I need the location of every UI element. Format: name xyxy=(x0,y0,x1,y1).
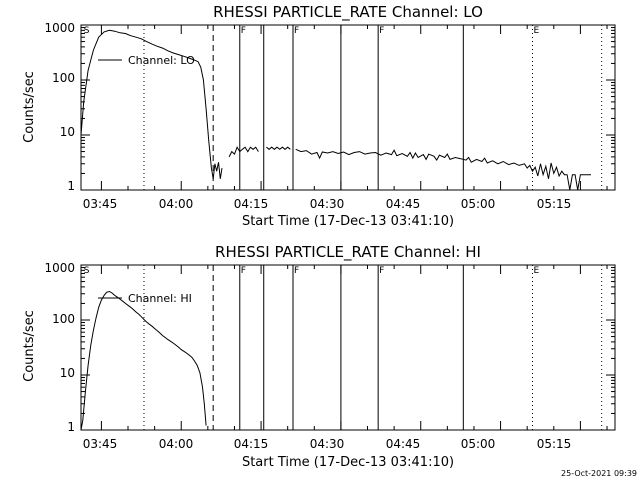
hi-series-line xyxy=(80,290,207,431)
hi-y-tick-label: 1000 xyxy=(44,261,75,275)
lo-x-tick-label: 04:00 xyxy=(159,197,194,211)
hi-y-tick-labels: 1 10 100 1000 xyxy=(44,261,75,434)
lo-x-tick-label: 03:45 xyxy=(83,197,118,211)
hi-y-tick-label: 100 xyxy=(52,312,75,326)
lo-x-tick-label: 04:45 xyxy=(386,197,421,211)
lo-event-marker-label: S xyxy=(84,26,90,36)
hi-x-tick-label: 04:15 xyxy=(234,437,269,451)
lo-y-tick-label: 10 xyxy=(60,125,75,139)
hi-y-tick-label: 1 xyxy=(67,420,75,434)
hi-x-tick-label: 03:45 xyxy=(83,437,118,451)
footer-timestamp: 25-Oct-2021 09:39 xyxy=(561,469,637,478)
hi-channel-panel: RHESSI PARTICLE_RATE Channel: HI Counts/… xyxy=(22,243,616,470)
lo-event-marker-label: F xyxy=(294,26,299,36)
lo-y-tick-label: 1000 xyxy=(44,21,75,35)
hi-event-marker-label: S xyxy=(84,266,90,276)
lo-x-tick-labels: 03:45 04:00 04:15 04:30 04:45 05:00 05:1… xyxy=(83,197,572,211)
hi-event-marker-label: F xyxy=(241,266,246,276)
hi-y-tick-label: 10 xyxy=(60,366,75,380)
hi-event-marker-label: F xyxy=(379,266,384,276)
lo-series-line xyxy=(295,148,591,191)
hi-plot-frame xyxy=(80,264,616,431)
hi-x-tick-labels: 03:45 04:00 04:15 04:30 04:45 05:00 05:1… xyxy=(83,437,572,451)
lo-legend-label: Channel: LO xyxy=(128,54,195,67)
lo-series-line xyxy=(80,29,223,179)
lo-event-marker-label: F xyxy=(379,26,384,36)
lo-x-tick-label: 05:15 xyxy=(537,197,572,211)
lo-plot-frame xyxy=(80,24,616,191)
lo-y-axis-label: Counts/sec xyxy=(22,71,37,143)
lo-x-axis-label: Start Time (17-Dec-13 03:41:10) xyxy=(242,214,454,229)
lo-series-line xyxy=(266,146,291,150)
lo-chart-title: RHESSI PARTICLE_RATE Channel: LO xyxy=(213,3,483,22)
lo-event-marker-label: E xyxy=(534,26,540,36)
lo-x-tick-label: 05:00 xyxy=(461,197,496,211)
lo-y-tick-label: 1 xyxy=(67,179,75,193)
hi-legend-label: Channel: HI xyxy=(128,292,192,305)
lo-y-tick-labels: 1 10 100 1000 xyxy=(44,21,75,193)
hi-event-marker-label: F xyxy=(294,266,299,276)
lo-x-tick-label: 04:30 xyxy=(310,197,345,211)
hi-x-tick-label: 04:00 xyxy=(159,437,194,451)
hi-event-marker-label: E xyxy=(534,266,540,276)
lo-event-marker-label: F xyxy=(241,26,246,36)
lo-channel-panel: RHESSI PARTICLE_RATE Channel: LO Counts/… xyxy=(22,3,616,229)
lo-x-tick-label: 04:15 xyxy=(234,197,269,211)
hi-x-tick-label: 04:45 xyxy=(386,437,421,451)
hi-x-axis-label: Start Time (17-Dec-13 03:41:10) xyxy=(242,455,454,470)
hi-chart-title: RHESSI PARTICLE_RATE Channel: HI xyxy=(215,243,481,262)
hi-y-axis-label: Counts/sec xyxy=(22,310,37,382)
hi-x-tick-label: 05:15 xyxy=(537,437,572,451)
lo-series-line xyxy=(228,146,259,158)
hi-x-tick-label: 04:30 xyxy=(310,437,345,451)
hi-x-tick-label: 05:00 xyxy=(461,437,496,451)
lo-y-tick-label: 100 xyxy=(52,71,75,85)
